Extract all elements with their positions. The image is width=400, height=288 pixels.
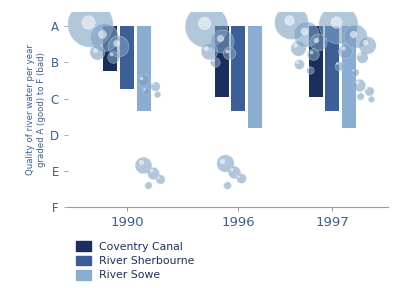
Point: [301, 29, 307, 34]
Point: [141, 86, 147, 91]
Point: [305, 65, 311, 69]
Point: [87, 22, 94, 26]
Point: [307, 67, 313, 72]
Point: [358, 54, 365, 59]
Point: [217, 36, 224, 40]
Point: [355, 91, 361, 95]
Point: [140, 78, 146, 83]
Point: [308, 50, 314, 54]
Point: [365, 88, 372, 93]
Bar: [231, 26, 246, 111]
Point: [313, 37, 320, 42]
Point: [110, 54, 116, 59]
Point: [226, 51, 232, 56]
Point: [235, 173, 242, 178]
Point: [356, 52, 363, 57]
Point: [349, 31, 356, 36]
Point: [143, 180, 149, 185]
Point: [145, 183, 151, 187]
Point: [138, 75, 144, 80]
Point: [363, 86, 370, 90]
Point: [154, 174, 161, 179]
Point: [336, 64, 342, 68]
Point: [219, 38, 226, 43]
Point: [224, 183, 230, 187]
Point: [205, 48, 212, 53]
Point: [203, 46, 210, 50]
Point: [237, 176, 244, 181]
Point: [349, 68, 356, 72]
Legend: Coventry Canal, River Sherbourne, River Sowe: Coventry Canal, River Sherbourne, River …: [74, 239, 197, 283]
Point: [85, 19, 91, 24]
Point: [292, 43, 299, 48]
Bar: [215, 26, 229, 97]
Point: [140, 162, 146, 167]
Point: [334, 61, 340, 66]
Point: [368, 96, 374, 101]
Point: [148, 168, 154, 173]
Point: [362, 40, 368, 45]
Point: [115, 44, 121, 48]
Point: [92, 47, 98, 52]
Bar: [103, 26, 118, 71]
Point: [333, 19, 339, 24]
Y-axis label: Quality of river water per year
graded A (good) to F (bad): Quality of river water per year graded A…: [26, 44, 46, 175]
Point: [200, 21, 207, 26]
Point: [113, 41, 119, 46]
Point: [219, 158, 226, 163]
Point: [101, 35, 107, 39]
Point: [152, 84, 158, 88]
Point: [335, 22, 341, 26]
Point: [315, 40, 322, 45]
Point: [210, 57, 216, 62]
Point: [150, 170, 156, 175]
Point: [366, 94, 372, 98]
Point: [340, 46, 346, 50]
Bar: [309, 26, 323, 97]
Point: [99, 32, 105, 37]
Bar: [120, 26, 134, 90]
Point: [230, 170, 237, 174]
Bar: [137, 26, 151, 111]
Point: [296, 62, 302, 67]
Bar: [325, 26, 339, 111]
Point: [152, 89, 158, 94]
Point: [294, 59, 300, 64]
Point: [352, 70, 358, 75]
Point: [224, 48, 230, 53]
Bar: [342, 26, 356, 128]
Point: [150, 81, 156, 86]
Point: [108, 52, 114, 57]
Point: [354, 80, 360, 85]
Point: [212, 60, 219, 65]
Point: [342, 48, 348, 53]
Point: [157, 177, 163, 181]
Point: [288, 20, 294, 25]
Point: [303, 32, 309, 36]
Bar: [248, 26, 262, 128]
Point: [94, 50, 100, 54]
Point: [154, 92, 160, 96]
Point: [364, 43, 370, 47]
Point: [285, 18, 292, 22]
Point: [143, 89, 149, 94]
Point: [352, 34, 358, 39]
Point: [228, 167, 235, 172]
Point: [221, 161, 228, 165]
Point: [221, 180, 228, 185]
Point: [138, 160, 144, 164]
Point: [356, 82, 362, 87]
Point: [294, 46, 301, 50]
Point: [357, 93, 363, 98]
Point: [202, 24, 209, 28]
Point: [310, 52, 316, 57]
